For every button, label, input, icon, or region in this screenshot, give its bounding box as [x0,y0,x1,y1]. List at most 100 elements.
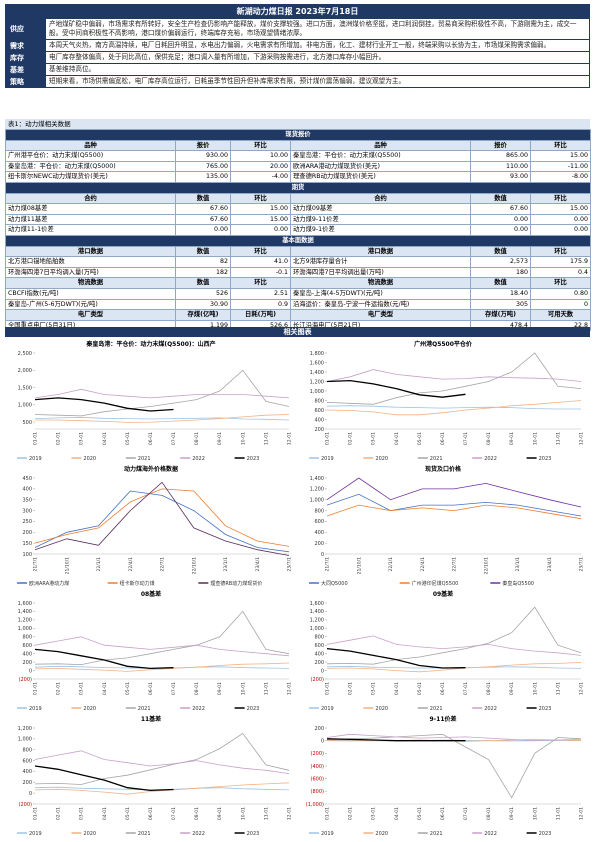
summary: 供应 产地煤矿稳中偏弱，市场需求有所转好，安全生产检查仍影响产能释放，煤价支撑较强… [5,19,590,88]
series-line [34,662,290,672]
summary-label: 库存 [6,52,46,63]
table-cell: -11.00 [530,160,591,173]
series-line [34,732,290,785]
header-cell: 环比 [530,192,591,205]
table-cell: 动力煤08基差 [5,203,176,215]
y-tick-label: 600 [314,408,324,414]
header-cell: 合约 [5,192,176,205]
x-tick-label: 07-01 [171,807,177,820]
y-tick-label: 400 [22,487,32,493]
table-cell: 30.90 [175,298,231,311]
y-tick-label: 1,500 [18,385,32,391]
section-title: 期货 [5,181,591,194]
summary-row: 基差 基差维持高位。 [5,64,590,76]
legend-label: 2020 [83,831,96,837]
x-tick-label: 04-01 [102,807,108,820]
series-line [34,765,174,792]
y-tick-label: 0 [29,791,32,797]
x-tick-label: 22/1/1 [388,557,394,572]
header-cell: 环比 [530,139,591,152]
y-tick-label: (200) [311,677,324,683]
table-cell: -8.00 [530,171,591,183]
header-row: 合约 数值 环比 合约 数值 环比 [5,192,591,205]
x-tick-label: 12-01 [579,432,585,445]
table-cell: 2,573 [470,256,531,268]
x-tick-label: 21/10/1 [356,557,362,574]
legend-label: 2021 [430,831,443,837]
legend-label: 2020 [83,706,96,712]
data-row: 北方港口锚地船舶数 82 41.0 北方9港库存量合计 2,573 175.9 [5,256,591,268]
legend-label: 2022 [484,706,497,712]
legend-label: 2023 [539,706,552,712]
legend-label: 2021 [430,706,443,712]
y-tick-label: 150 [22,541,32,547]
y-tick-label: 1,600 [310,601,324,607]
data-table: 现货报价 品种 报价 环比 品种 报价 环比 广州港平仓价：动力末煤(Q5500) 930.00… [5,129,591,332]
data-row: 广州港平仓价：动力末煤(Q5500) 930.00 10.00 秦皇岛港：平仓价：动力… [5,150,591,162]
legend-label: 广州港印尼煤Q5500 [412,580,459,587]
x-tick-label: 11-01 [263,432,269,445]
series-line [34,397,174,412]
x-tick-label: 22/4/1 [420,557,426,572]
header-cell: 物流数据 [290,277,471,289]
table-cell: 理查德RB动力煤现货价(美元) [290,171,471,183]
y-tick-label: 200 [22,530,32,536]
y-tick-label: 600 [314,643,324,649]
x-tick-label: 23/1/1 [515,557,521,572]
x-tick-label: 07-01 [463,432,469,445]
y-tick-label: 1,200 [18,618,32,624]
table-cell: 865.00 [470,150,531,162]
table-cell: CBCFI指数(元/吨) [5,287,176,300]
x-tick-label: 12-01 [287,682,293,695]
series-line [34,369,290,417]
table-cell: 沿海运价：秦皇岛-宁波一件运指数(元/吨) [290,298,471,311]
chart-title: 08基差 [141,590,161,598]
y-tick-label: 1,000 [310,626,324,632]
series-line [326,493,582,517]
table-cell: 15.00 [230,203,291,215]
table-cell: 0 [530,298,591,311]
header-row: 品种 报价 环比 品种 报价 环比 [5,139,591,152]
summary-label: 供应 [6,19,46,39]
y-tick-label: 1,800 [310,351,324,357]
summary-row: 供应 产地煤矿稳中偏弱，市场需求有所转好，安全生产检查仍影响产能释放，煤价支撑较强… [5,19,590,40]
y-tick-label: 1,000 [310,389,324,395]
legend-label: 2020 [375,456,388,462]
header-cell: 环比 [230,139,291,152]
x-tick-label: 12-01 [287,807,293,820]
header-cell: 电厂类型 [5,309,176,321]
legend-label: 2019 [29,456,42,462]
table-cell: 2.51 [230,287,291,300]
series-line [326,400,582,416]
series-line [326,733,582,799]
x-tick-label: 21/7/1 [325,557,331,572]
y-tick-label: 400 [314,651,324,657]
series-line [326,379,466,398]
y-tick-label: (200) [19,677,32,683]
legend-label: 2020 [375,706,388,712]
series-line [35,414,290,423]
header-cell: 环比 [230,245,291,258]
y-tick-label: 0 [29,668,32,674]
series-line [326,662,582,673]
series-line [326,504,582,520]
x-tick-label: 09-01 [509,807,515,820]
series-line [326,352,582,405]
x-tick-label: 04-01 [102,432,108,445]
series-line [34,488,290,547]
table-cell: 67.60 [175,203,231,215]
x-tick-label: 23/7/1 [579,557,585,572]
series-line [34,648,174,670]
header-cell: 电厂类型 [290,309,471,321]
y-tick-label: (600) [311,776,324,782]
y-tick-label: 1,600 [18,601,32,607]
series-line [34,782,290,795]
x-tick-label: 09-01 [217,432,223,445]
y-tick-label: 500 [22,420,32,426]
table-cell: 10.00 [230,150,291,162]
x-tick-label: 02-01 [348,682,354,695]
x-tick-label: 03-01 [79,807,85,820]
x-tick-label: 08-01 [486,807,492,820]
data-row: 动力煤08基差 67.60 15.00 动力煤09基差 67.60 15.00 [5,203,591,215]
x-tick-label: 10-01 [240,807,246,820]
